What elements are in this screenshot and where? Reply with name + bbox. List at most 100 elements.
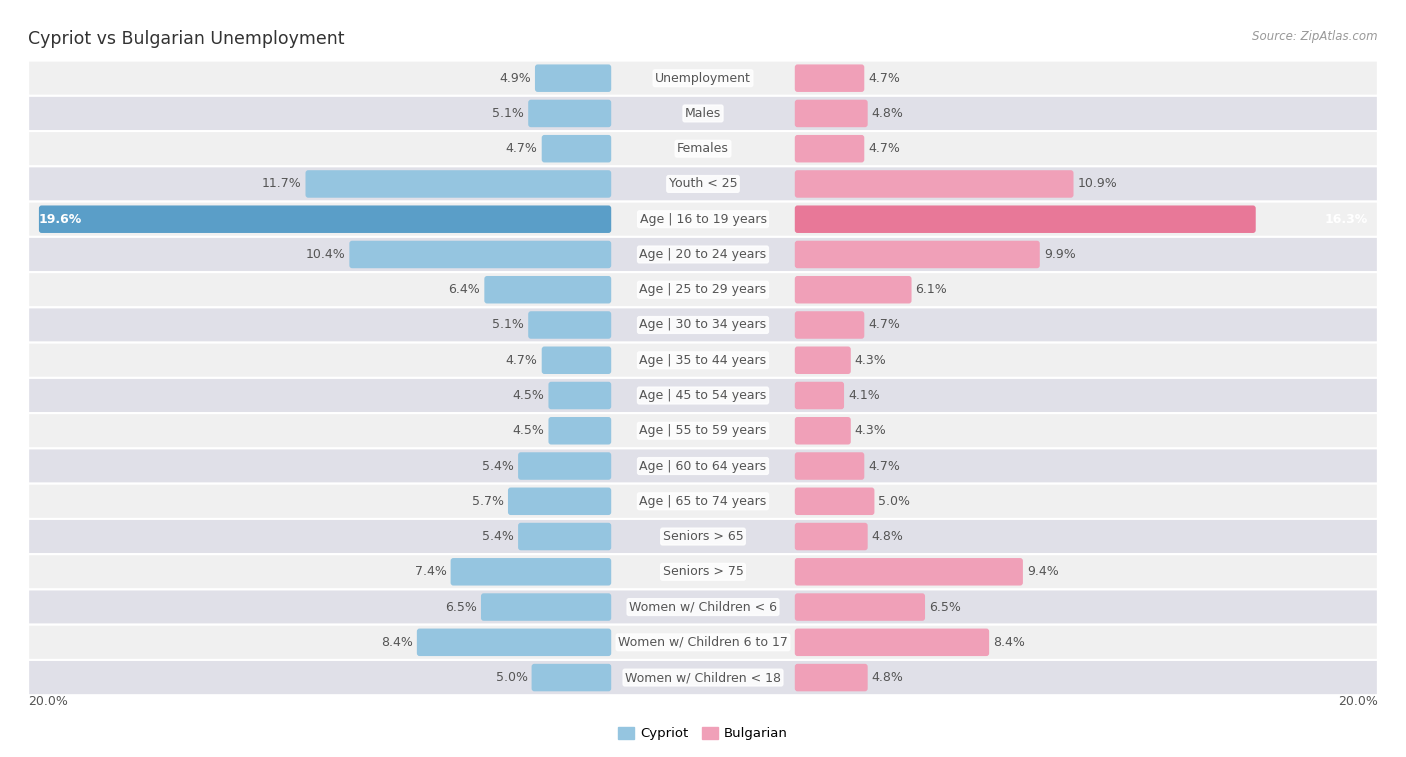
- Text: Females: Females: [678, 142, 728, 155]
- FancyBboxPatch shape: [28, 61, 1378, 96]
- FancyBboxPatch shape: [481, 593, 612, 621]
- Text: Youth < 25: Youth < 25: [669, 177, 737, 191]
- Text: Women w/ Children 6 to 17: Women w/ Children 6 to 17: [619, 636, 787, 649]
- Text: 4.1%: 4.1%: [848, 389, 880, 402]
- FancyBboxPatch shape: [28, 660, 1378, 695]
- Text: Age | 55 to 59 years: Age | 55 to 59 years: [640, 424, 766, 438]
- FancyBboxPatch shape: [794, 664, 868, 691]
- FancyBboxPatch shape: [508, 488, 612, 515]
- Legend: Cypriot, Bulgarian: Cypriot, Bulgarian: [613, 721, 793, 746]
- FancyBboxPatch shape: [794, 452, 865, 480]
- FancyBboxPatch shape: [534, 64, 612, 92]
- FancyBboxPatch shape: [794, 241, 1040, 268]
- FancyBboxPatch shape: [416, 628, 612, 656]
- FancyBboxPatch shape: [349, 241, 612, 268]
- Text: 6.4%: 6.4%: [449, 283, 481, 296]
- Text: 20.0%: 20.0%: [28, 695, 67, 708]
- Text: 4.3%: 4.3%: [855, 424, 887, 438]
- Text: Age | 16 to 19 years: Age | 16 to 19 years: [640, 213, 766, 226]
- Text: 6.5%: 6.5%: [446, 600, 477, 614]
- Text: 8.4%: 8.4%: [993, 636, 1025, 649]
- FancyBboxPatch shape: [794, 523, 868, 550]
- Text: 11.7%: 11.7%: [262, 177, 301, 191]
- Text: Age | 20 to 24 years: Age | 20 to 24 years: [640, 248, 766, 261]
- FancyBboxPatch shape: [28, 237, 1378, 272]
- FancyBboxPatch shape: [28, 590, 1378, 625]
- FancyBboxPatch shape: [28, 448, 1378, 484]
- FancyBboxPatch shape: [794, 64, 865, 92]
- Text: Women w/ Children < 18: Women w/ Children < 18: [626, 671, 780, 684]
- FancyBboxPatch shape: [28, 519, 1378, 554]
- Text: 5.0%: 5.0%: [879, 495, 911, 508]
- Text: Cypriot vs Bulgarian Unemployment: Cypriot vs Bulgarian Unemployment: [28, 30, 344, 48]
- FancyBboxPatch shape: [484, 276, 612, 304]
- FancyBboxPatch shape: [541, 347, 612, 374]
- FancyBboxPatch shape: [794, 628, 990, 656]
- FancyBboxPatch shape: [794, 170, 1074, 198]
- FancyBboxPatch shape: [28, 413, 1378, 448]
- FancyBboxPatch shape: [794, 558, 1024, 586]
- Text: 4.8%: 4.8%: [872, 671, 904, 684]
- FancyBboxPatch shape: [450, 558, 612, 586]
- FancyBboxPatch shape: [794, 488, 875, 515]
- FancyBboxPatch shape: [529, 100, 612, 127]
- Text: Age | 30 to 34 years: Age | 30 to 34 years: [640, 319, 766, 332]
- FancyBboxPatch shape: [28, 96, 1378, 131]
- Text: 7.4%: 7.4%: [415, 565, 447, 578]
- Text: 4.7%: 4.7%: [506, 142, 537, 155]
- FancyBboxPatch shape: [541, 135, 612, 163]
- FancyBboxPatch shape: [517, 452, 612, 480]
- FancyBboxPatch shape: [517, 523, 612, 550]
- Text: 6.5%: 6.5%: [929, 600, 960, 614]
- Text: 4.3%: 4.3%: [855, 354, 887, 366]
- FancyBboxPatch shape: [794, 382, 844, 410]
- FancyBboxPatch shape: [794, 417, 851, 444]
- Text: 4.9%: 4.9%: [499, 72, 531, 85]
- Text: 4.7%: 4.7%: [869, 319, 900, 332]
- Text: 4.7%: 4.7%: [869, 142, 900, 155]
- Text: 5.1%: 5.1%: [492, 107, 524, 120]
- Text: Seniors > 75: Seniors > 75: [662, 565, 744, 578]
- FancyBboxPatch shape: [548, 417, 612, 444]
- FancyBboxPatch shape: [39, 205, 612, 233]
- FancyBboxPatch shape: [28, 307, 1378, 343]
- FancyBboxPatch shape: [794, 276, 911, 304]
- Text: 8.4%: 8.4%: [381, 636, 413, 649]
- Text: Age | 25 to 29 years: Age | 25 to 29 years: [640, 283, 766, 296]
- FancyBboxPatch shape: [28, 484, 1378, 519]
- Text: Unemployment: Unemployment: [655, 72, 751, 85]
- FancyBboxPatch shape: [794, 593, 925, 621]
- Text: Age | 45 to 54 years: Age | 45 to 54 years: [640, 389, 766, 402]
- Text: Age | 35 to 44 years: Age | 35 to 44 years: [640, 354, 766, 366]
- Text: 5.0%: 5.0%: [495, 671, 527, 684]
- Text: 4.8%: 4.8%: [872, 107, 904, 120]
- Text: 4.7%: 4.7%: [506, 354, 537, 366]
- Text: 5.4%: 5.4%: [482, 530, 515, 543]
- Text: Seniors > 65: Seniors > 65: [662, 530, 744, 543]
- FancyBboxPatch shape: [529, 311, 612, 338]
- FancyBboxPatch shape: [305, 170, 612, 198]
- Text: 19.6%: 19.6%: [38, 213, 82, 226]
- Text: Males: Males: [685, 107, 721, 120]
- Text: 10.9%: 10.9%: [1077, 177, 1118, 191]
- Text: 4.8%: 4.8%: [872, 530, 904, 543]
- FancyBboxPatch shape: [548, 382, 612, 410]
- FancyBboxPatch shape: [794, 347, 851, 374]
- Text: Age | 60 to 64 years: Age | 60 to 64 years: [640, 459, 766, 472]
- Text: 16.3%: 16.3%: [1324, 213, 1368, 226]
- FancyBboxPatch shape: [28, 167, 1378, 201]
- FancyBboxPatch shape: [28, 554, 1378, 590]
- Text: Source: ZipAtlas.com: Source: ZipAtlas.com: [1253, 30, 1378, 43]
- FancyBboxPatch shape: [28, 625, 1378, 660]
- FancyBboxPatch shape: [28, 131, 1378, 167]
- FancyBboxPatch shape: [28, 272, 1378, 307]
- Text: 5.4%: 5.4%: [482, 459, 515, 472]
- FancyBboxPatch shape: [28, 378, 1378, 413]
- FancyBboxPatch shape: [28, 201, 1378, 237]
- FancyBboxPatch shape: [531, 664, 612, 691]
- Text: 4.7%: 4.7%: [869, 459, 900, 472]
- FancyBboxPatch shape: [794, 135, 865, 163]
- Text: 9.9%: 9.9%: [1043, 248, 1076, 261]
- Text: 5.1%: 5.1%: [492, 319, 524, 332]
- Text: Age | 65 to 74 years: Age | 65 to 74 years: [640, 495, 766, 508]
